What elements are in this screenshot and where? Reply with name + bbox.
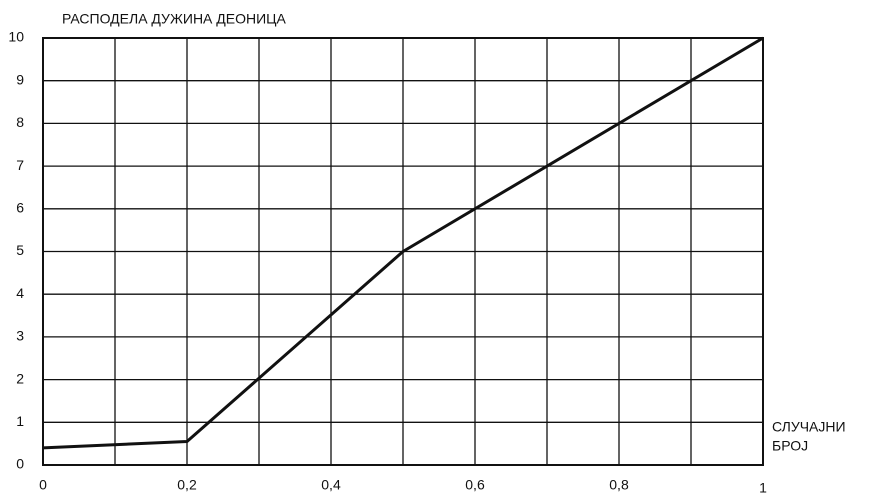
y-tick-label: 3 — [16, 328, 24, 344]
x-tick-label: 0,8 — [609, 477, 629, 493]
y-tick-label: 10 — [8, 29, 24, 45]
y-tick-label: 1 — [16, 413, 24, 429]
x-tick-label: 0,4 — [321, 477, 341, 493]
x-tick-label: 0,6 — [465, 477, 485, 493]
y-tick-label: 2 — [16, 370, 24, 386]
y-tick-label: 4 — [16, 285, 24, 301]
x-tick-label: 1 — [759, 480, 767, 494]
y-tick-label: 5 — [16, 242, 24, 258]
x-axis-label: СЛУЧАЈНИ — [772, 419, 846, 435]
y-tick-label: 7 — [16, 157, 24, 173]
y-tick-label: 8 — [16, 114, 24, 130]
y-tick-label: 9 — [16, 71, 24, 87]
chart-title: РАСПОДЕЛА ДУЖИНА ДЕОНИЦА — [62, 11, 287, 27]
x-tick-label: 0,2 — [177, 477, 197, 493]
x-tick-label: 0 — [39, 477, 47, 493]
line-series — [42, 36, 764, 450]
y-tick-label: 6 — [16, 200, 24, 216]
x-axis-label: БРОЈ — [772, 438, 808, 454]
y-tick-label: 0 — [16, 456, 24, 472]
plot-border — [42, 37, 764, 466]
